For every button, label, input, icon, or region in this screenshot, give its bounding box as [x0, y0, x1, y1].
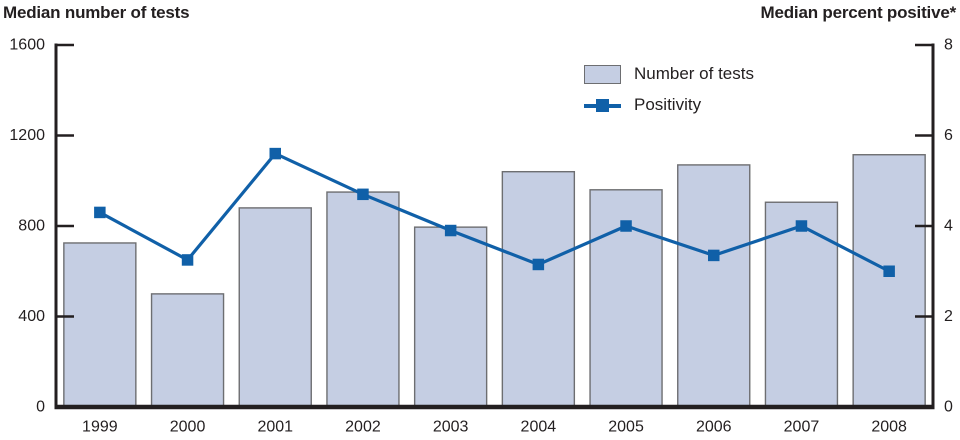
legend-line-swatch-icon	[584, 98, 621, 112]
bar-2002	[326, 191, 400, 408]
legend: Number of tests Positivity	[584, 64, 754, 115]
right-tick-label-2: 2	[944, 308, 953, 325]
legend-bar-swatch-icon	[584, 64, 621, 84]
left-tick-label-1600: 1600	[9, 37, 45, 54]
year-label-2008: 2008	[871, 419, 907, 436]
bar-2004	[501, 170, 576, 408]
year-label-2007: 2007	[784, 419, 820, 436]
legend-bar-label: Number of tests	[634, 64, 754, 83]
legend-line-marker	[596, 98, 609, 112]
year-label-2003: 2003	[433, 419, 469, 436]
left-tick-label-800: 800	[18, 218, 45, 235]
positivity-marker-1999	[94, 206, 106, 219]
positivity-marker-2005	[620, 220, 632, 232]
positivity-marker-2000	[181, 254, 194, 266]
year-label-1999: 1999	[82, 419, 118, 436]
year-label-2002: 2002	[345, 419, 381, 436]
positivity-marker-2008	[883, 265, 895, 277]
positivity-marker-2001	[269, 147, 281, 160]
year-label-2004: 2004	[521, 419, 557, 436]
bar-2007	[764, 201, 839, 408]
bar-1999	[63, 242, 137, 408]
bar-2008	[852, 154, 926, 408]
positivity-marker-2002	[357, 188, 369, 201]
bar-2001	[238, 207, 312, 408]
year-label-2001: 2001	[257, 419, 293, 436]
legend-item-positivity: Positivity	[584, 95, 754, 115]
right-tick-label-0: 0	[944, 399, 953, 416]
right-tick-label-8: 8	[944, 37, 953, 54]
left-tick-label-400: 400	[18, 308, 45, 325]
positivity-marker-2006	[708, 249, 720, 262]
positivity-marker-2004	[532, 258, 545, 271]
positivity-line	[99, 151, 890, 273]
bar-2003	[413, 226, 488, 408]
year-label-2000: 2000	[170, 419, 206, 436]
bar-2000	[150, 293, 225, 408]
right-tick-label-6: 6	[944, 127, 953, 144]
year-label-2005: 2005	[608, 419, 644, 436]
left-tick-label-1200: 1200	[9, 127, 45, 144]
legend-line-label: Positivity	[634, 95, 702, 114]
right-axis-title: Median percent positive*	[760, 3, 957, 22]
left-tick-label-0: 0	[36, 399, 45, 416]
year-label-2006: 2006	[696, 419, 732, 436]
bar-2006	[677, 164, 751, 408]
positivity-marker-2003	[444, 224, 457, 237]
left-axis-title: Median number of tests	[3, 3, 190, 22]
right-tick-label-4: 4	[944, 218, 953, 235]
positivity-marker-2007	[795, 220, 808, 232]
legend-item-number-of-tests: Number of tests	[584, 64, 754, 84]
